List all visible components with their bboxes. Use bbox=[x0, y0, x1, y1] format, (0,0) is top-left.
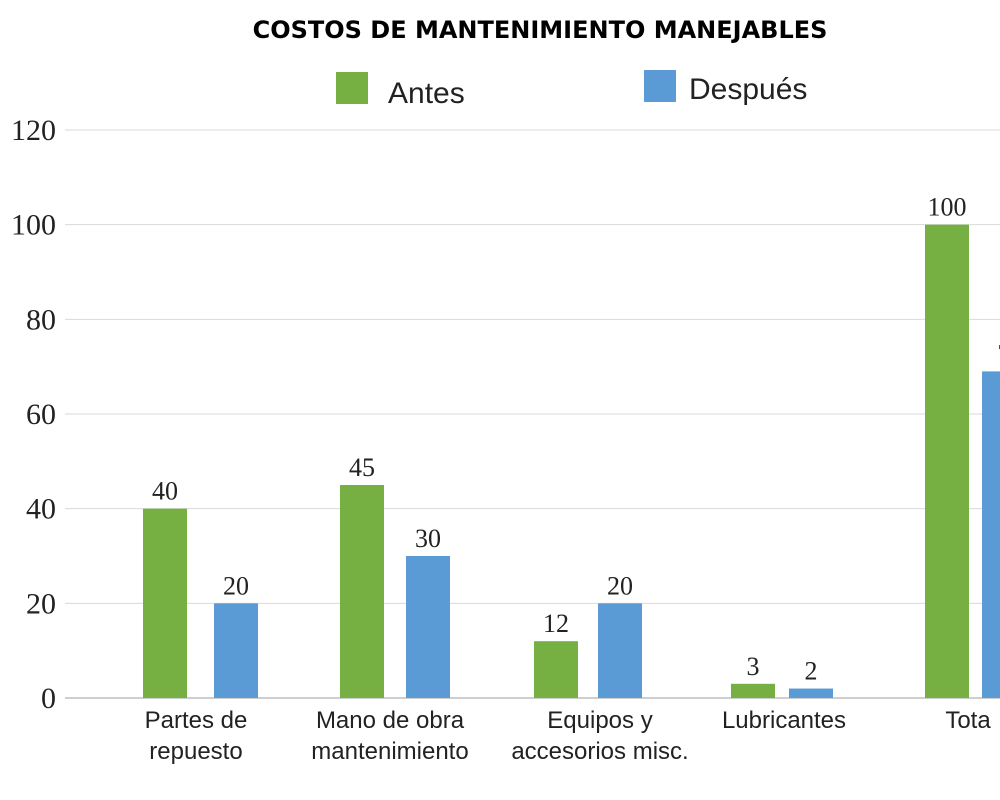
legend-label-antes: Antes bbox=[388, 77, 465, 110]
bar-despues bbox=[789, 688, 833, 698]
legend-swatch-despues bbox=[644, 70, 676, 102]
y-tick-label: 120 bbox=[11, 114, 56, 147]
data-label: 30 bbox=[415, 524, 441, 553]
y-tick-label: 40 bbox=[26, 493, 56, 526]
data-label: 40 bbox=[152, 477, 178, 506]
bar-despues bbox=[406, 556, 450, 698]
y-tick-label: 80 bbox=[26, 303, 56, 336]
data-label: 3 bbox=[747, 652, 760, 681]
chart-title: COSTOS DE MANTENIMIENTO MANEJABLES bbox=[253, 16, 828, 44]
data-label: 20 bbox=[607, 571, 633, 600]
data-label: 12 bbox=[543, 609, 569, 638]
x-tick-label: Equipos y accesorios misc. bbox=[511, 707, 688, 765]
data-label: 2 bbox=[805, 657, 818, 686]
value-labels: 40 45 12 3 100 20 30 20 2 7 bbox=[152, 193, 1000, 686]
x-axis-categories: Partes de repuesto Mano de obra mantenimien… bbox=[145, 707, 992, 765]
x-tick-label: Tota bbox=[945, 707, 991, 734]
data-label: 20 bbox=[223, 571, 249, 600]
bar-antes bbox=[925, 224, 969, 698]
bar-antes bbox=[340, 485, 384, 698]
bar-despues bbox=[598, 603, 642, 698]
bar-despues bbox=[214, 603, 258, 698]
bars bbox=[143, 224, 1000, 698]
y-axis-ticks: 0 20 40 60 80 100 120 bbox=[11, 114, 56, 715]
data-label: 45 bbox=[349, 453, 375, 482]
y-tick-label: 60 bbox=[26, 398, 56, 431]
x-tick-label: Lubricantes bbox=[722, 707, 846, 734]
x-tick-label: Partes de repuesto bbox=[145, 707, 248, 765]
y-tick-label: 100 bbox=[11, 209, 56, 242]
gridlines bbox=[65, 129, 1000, 699]
y-tick-label: 20 bbox=[26, 587, 56, 620]
y-tick-label: 0 bbox=[41, 682, 56, 715]
data-label: 100 bbox=[928, 193, 967, 222]
bar-antes bbox=[731, 683, 775, 698]
legend-label-despues: Después bbox=[689, 73, 807, 106]
bar-antes bbox=[534, 641, 578, 698]
bar-despues bbox=[982, 371, 1000, 698]
bar-antes bbox=[143, 508, 187, 698]
legend-swatch-antes bbox=[336, 72, 368, 104]
x-tick-label: Mano de obra mantenimiento bbox=[311, 707, 468, 765]
legend: Antes Después bbox=[336, 70, 807, 110]
data-label: 7 bbox=[998, 339, 1000, 368]
